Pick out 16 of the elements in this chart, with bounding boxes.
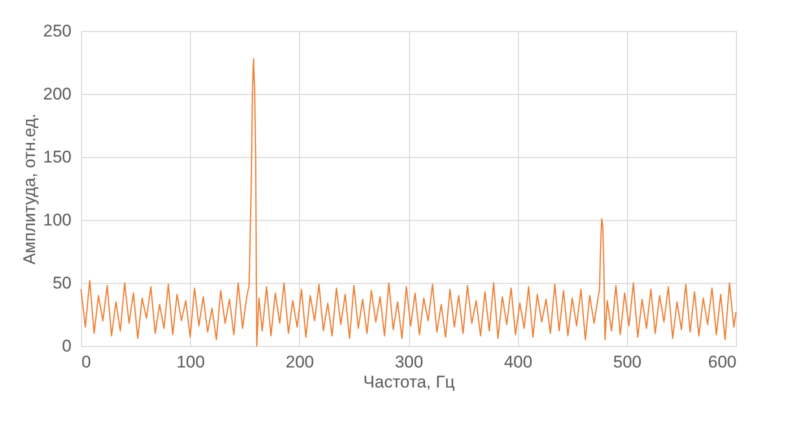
x-tick-label: 300 (394, 352, 424, 372)
y-tick-label: 250 (43, 22, 72, 40)
x-tick-label: 500 (613, 352, 642, 372)
y-tick-label: 0 (62, 336, 72, 356)
y-tick-label: 150 (43, 148, 72, 166)
x-tick-label: 600 (708, 352, 736, 372)
y-tick-label: 100 (43, 210, 72, 230)
x-tick-label: 400 (504, 352, 532, 372)
x-tick-label: 100 (176, 352, 205, 372)
x-tick-label: 200 (286, 352, 314, 372)
y-axis-title: Амплитуда, отн.ед. (20, 113, 40, 265)
x-tick-label: 0 (82, 352, 91, 372)
y-tick-label: 200 (43, 84, 72, 104)
line-series (80, 58, 737, 347)
y-tick-label: 50 (52, 274, 72, 292)
x-axis-title: Частота, Гц (363, 372, 455, 392)
